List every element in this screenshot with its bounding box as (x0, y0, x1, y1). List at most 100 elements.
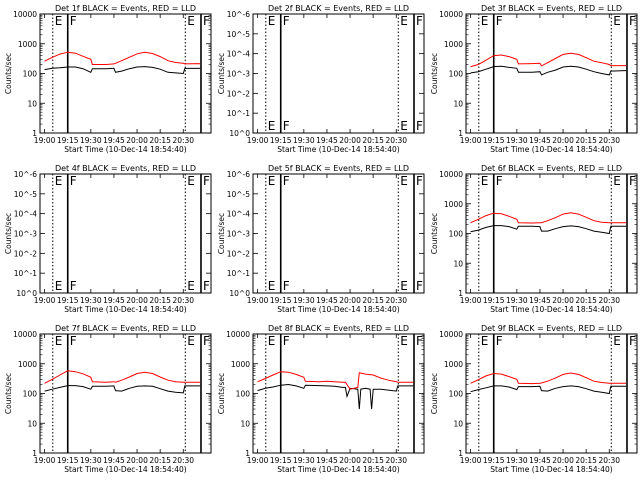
x-tick-label: 20:30 (598, 456, 620, 465)
plot-title: Det 6f BLACK = Events, RED = LLD (481, 164, 622, 173)
y-tick-label: 10 (27, 419, 37, 428)
marker-label-top: E (187, 14, 195, 28)
x-tick-label: 20:15 (575, 456, 597, 465)
x-tick-label: 20:30 (172, 136, 194, 145)
y-tick-label: 10^-3 (227, 70, 251, 79)
y-tick-label: 10 (240, 419, 250, 428)
x-tick-label: 19:15 (483, 136, 505, 145)
y-tick-label: 10000 (226, 330, 250, 339)
x-tick-label: 20:00 (339, 136, 361, 145)
plot-title: Det 3f BLACK = Events, RED = LLD (481, 4, 622, 13)
x-tick-label: 19:15 (270, 136, 292, 145)
marker-label-top: E (55, 334, 63, 348)
y-tick-label: 10^-5 (227, 30, 251, 39)
marker-label-top: F (496, 14, 503, 28)
plot-title: Det 4f BLACK = Events, RED = LLD (55, 164, 196, 173)
y-tick-label: 1000 (18, 360, 37, 369)
plot-panel-2: Det 2f BLACK = Events, RED = LLD 19:00 19:… (217, 4, 425, 154)
marker-label-top: E (400, 14, 408, 28)
marker-label-bottom: E (268, 119, 276, 133)
x-tick-label: 20:30 (385, 456, 407, 465)
x-axis-label: Start Time (10-Dec-14 18:54:40) (277, 145, 399, 154)
y-tick-label: 10^0 (229, 289, 250, 298)
y-tick-label: 10000 (13, 10, 37, 19)
x-tick-label: 20:15 (362, 296, 384, 305)
y-axis-label: Counts/sec (217, 213, 226, 254)
x-tick-label: 20:15 (362, 136, 384, 145)
y-tick-label: 10^-6 (227, 10, 251, 19)
x-tick-label: 19:00 (34, 296, 56, 305)
x-tick-label: 19:15 (57, 456, 79, 465)
marker-label-top: E (481, 334, 489, 348)
marker-label-bottom: E (268, 279, 276, 293)
plot-title: Det 8f BLACK = Events, RED = LLD (268, 324, 409, 333)
marker-label-top: E (481, 14, 489, 28)
x-tick-label: 20:00 (339, 456, 361, 465)
plot-title: Det 9f BLACK = Events, RED = LLD (481, 324, 622, 333)
marker-label-top: F (203, 14, 210, 28)
y-tick-label: 100 (236, 390, 251, 399)
y-tick-label: 1000 (18, 40, 37, 49)
marker-label-top: F (629, 334, 636, 348)
lld-series-line (257, 371, 414, 390)
plot-title: Det 1f BLACK = Events, RED = LLD (55, 4, 196, 13)
marker-label-top: E (55, 14, 63, 28)
marker-label-top: F (496, 334, 503, 348)
plot-title: Det 7f BLACK = Events, RED = LLD (55, 324, 196, 333)
y-tick-label: 10 (453, 419, 463, 428)
marker-label-top: E (55, 174, 63, 188)
y-tick-label: 10 (453, 259, 463, 268)
x-tick-label: 19:15 (270, 296, 292, 305)
x-tick-label: 19:00 (247, 456, 269, 465)
marker-label-bottom: F (416, 279, 423, 293)
marker-label-bottom: F (416, 119, 423, 133)
x-tick-label: 19:45 (529, 296, 551, 305)
x-tick-label: 20:30 (385, 136, 407, 145)
y-tick-label: 1000 (231, 360, 250, 369)
y-tick-label: 100 (449, 70, 464, 79)
x-tick-label: 20:15 (149, 456, 171, 465)
y-axis-label: Counts/sec (430, 373, 439, 414)
y-tick-label: 1000 (444, 200, 463, 209)
y-tick-label: 10^-2 (14, 249, 38, 258)
y-tick-label: 10000 (439, 170, 463, 179)
y-tick-label: 100 (449, 390, 464, 399)
y-tick-label: 1000 (444, 360, 463, 369)
marker-label-top: F (416, 174, 423, 188)
events-series-line (470, 65, 627, 76)
x-tick-label: 20:15 (362, 456, 384, 465)
marker-label-top: E (268, 334, 276, 348)
x-axis-label: Start Time (10-Dec-14 18:54:40) (277, 305, 399, 314)
y-tick-label: 10^-6 (227, 170, 251, 179)
lld-series-line (470, 212, 627, 224)
x-tick-label: 20:30 (172, 296, 194, 305)
marker-label-bottom: E (400, 279, 408, 293)
marker-label-top: F (70, 174, 77, 188)
events-series-line (257, 383, 414, 410)
plot-title: Det 2f BLACK = Events, RED = LLD (268, 4, 409, 13)
y-tick-label: 1 (458, 289, 463, 298)
marker-label-bottom: F (283, 119, 290, 133)
x-tick-label: 20:00 (339, 296, 361, 305)
events-series-line (44, 385, 201, 394)
y-tick-label: 10^-5 (227, 190, 251, 199)
marker-label-top: E (613, 334, 621, 348)
y-tick-label: 10^-2 (227, 89, 251, 98)
y-tick-label: 10000 (13, 330, 37, 339)
x-tick-label: 19:00 (247, 136, 269, 145)
y-tick-label: 10 (453, 99, 463, 108)
x-tick-label: 19:30 (293, 296, 315, 305)
x-tick-label: 20:00 (126, 136, 148, 145)
lld-series-line (470, 372, 627, 385)
y-tick-label: 10000 (439, 10, 463, 19)
y-tick-label: 10^-4 (227, 210, 251, 219)
x-tick-label: 19:45 (529, 456, 551, 465)
x-tick-label: 19:00 (34, 456, 56, 465)
x-tick-label: 19:30 (293, 456, 315, 465)
x-tick-label: 20:30 (172, 456, 194, 465)
x-tick-label: 19:30 (506, 136, 528, 145)
y-tick-label: 10^-5 (14, 190, 38, 199)
x-axis-label: Start Time (10-Dec-14 18:54:40) (64, 305, 186, 314)
